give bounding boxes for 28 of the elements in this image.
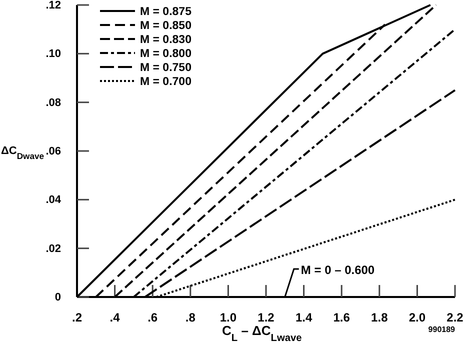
x-tick-label: .4 bbox=[110, 310, 120, 325]
x-tick-label: 1.4 bbox=[295, 310, 312, 325]
legend-label: M = 0.850 bbox=[140, 20, 192, 32]
x-tick-label: 1.6 bbox=[333, 310, 350, 325]
y-tick-label: .04 bbox=[46, 194, 62, 206]
text: 990189 bbox=[428, 325, 456, 334]
x-tick-label: .2 bbox=[72, 310, 82, 325]
x-tick-label: 1.8 bbox=[371, 310, 388, 325]
x-tick-label: .8 bbox=[185, 310, 196, 325]
legend-label: M = 0.750 bbox=[140, 62, 192, 74]
x-tick-label: 1.2 bbox=[258, 310, 275, 325]
y-tick-label: .08 bbox=[46, 96, 61, 109]
y-tick-label: 0 bbox=[54, 292, 61, 304]
y-tick-label: .12 bbox=[46, 0, 61, 12]
y-tick-label: .10 bbox=[46, 48, 61, 60]
x-tick-label: .6 bbox=[148, 310, 158, 325]
x-tick-label: 2.2 bbox=[446, 310, 464, 325]
legend-label: M = 0.700 bbox=[140, 76, 192, 88]
y-axis-title: ΔC$_{Dwave}$ bbox=[1, 145, 44, 161]
x-axis-title: C$_{L}$ – ΔC$_{Lwave}$ bbox=[222, 323, 302, 344]
x-tick-label: 2.0 bbox=[408, 310, 426, 325]
legend-label: M = 0.875 bbox=[140, 6, 192, 18]
annotation: M = 0 – 0.600 bbox=[300, 263, 375, 277]
x-tick-label: 1.0 bbox=[220, 310, 237, 325]
legend-label: M = 0.830 bbox=[140, 34, 192, 46]
y-tick-label: .02 bbox=[46, 242, 61, 255]
legend-label: M = 0.800 bbox=[140, 48, 192, 60]
y-tick-label: .06 bbox=[46, 146, 61, 158]
